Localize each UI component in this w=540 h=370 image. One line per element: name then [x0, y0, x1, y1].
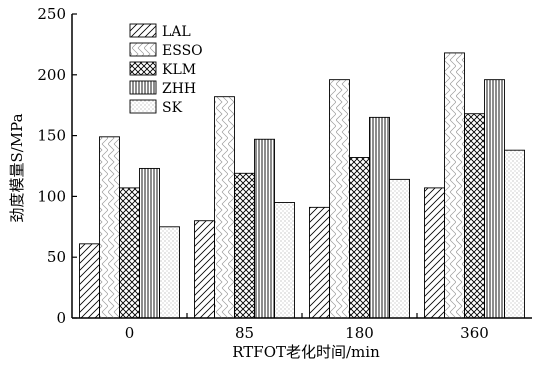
- bar-sk: [159, 226, 180, 319]
- y-axis-label: 劲度模量S/MPa: [8, 113, 26, 222]
- bars: [79, 52, 525, 319]
- y-tick-label: 100: [37, 187, 66, 205]
- legend-swatch-klm: [129, 61, 157, 76]
- bar-klm: [349, 157, 370, 319]
- bar-lal: [424, 187, 445, 319]
- legend-label-esso: ESSO: [162, 43, 203, 59]
- bar-zhh: [484, 79, 505, 319]
- x-tick-label: 0: [125, 324, 135, 342]
- bar-klm: [119, 187, 140, 319]
- y-tick-label: 200: [37, 66, 66, 84]
- legend-swatch-esso: [129, 42, 157, 57]
- legend-label-sk: SK: [162, 100, 183, 116]
- y-tick-label: 250: [37, 5, 66, 23]
- bar-esso: [214, 96, 235, 319]
- x-tick-label: 85: [235, 324, 254, 342]
- x-tick-label: 180: [345, 324, 374, 342]
- y-tick-label: 150: [37, 127, 66, 145]
- bar-lal: [79, 243, 100, 319]
- bar-zhh: [369, 116, 390, 319]
- legend-swatch-lal: [129, 23, 157, 38]
- axes: 0 50 100 150 200 250 0 85 180 360: [37, 5, 532, 342]
- y-tick-label: 50: [47, 248, 66, 266]
- x-axis-label: RTFOT老化时间/min: [232, 343, 380, 361]
- bar-sk: [389, 178, 410, 319]
- legend: LAL ESSO KLM ZHH SK: [129, 23, 203, 116]
- legend-swatch-zhh: [129, 80, 157, 95]
- legend-label-lal: LAL: [162, 24, 191, 40]
- bar-zhh: [254, 138, 275, 319]
- bar-zhh: [139, 167, 160, 319]
- legend-label-klm: KLM: [162, 62, 196, 78]
- bar-klm: [234, 172, 255, 319]
- bar-klm: [464, 113, 485, 319]
- legend-label-zhh: ZHH: [162, 81, 196, 97]
- bar-lal: [194, 220, 215, 319]
- bar-lal: [309, 206, 330, 319]
- x-tick-label: 360: [460, 324, 489, 342]
- bar-sk: [504, 149, 525, 319]
- legend-swatch-sk: [129, 99, 157, 114]
- y-tick-label: 0: [56, 309, 66, 327]
- bar-esso: [444, 52, 465, 319]
- bar-sk: [274, 202, 295, 319]
- bar-esso: [99, 136, 120, 319]
- bar-esso: [329, 79, 350, 319]
